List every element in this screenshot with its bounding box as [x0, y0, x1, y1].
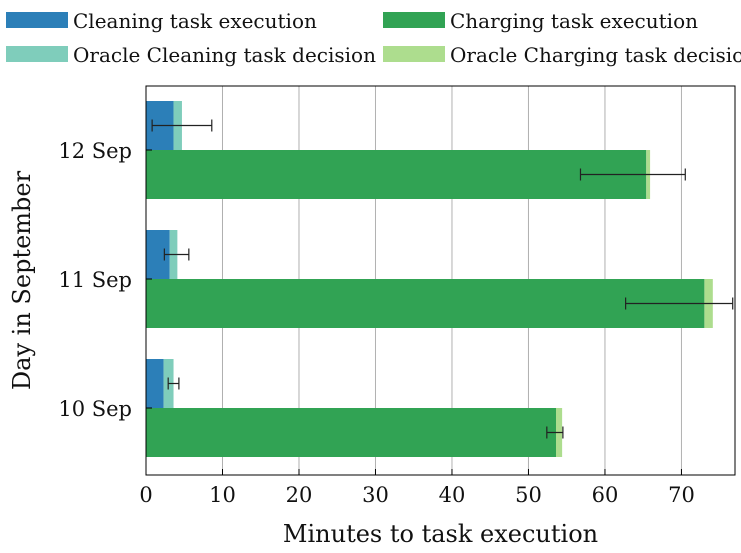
legend-label: Cleaning task execution — [73, 9, 317, 33]
x-tick-label: 0 — [139, 483, 152, 507]
bars — [146, 101, 713, 457]
bar-charging-task-execution — [146, 408, 557, 457]
bar-charging-task-execution — [146, 150, 647, 199]
legend-label: Oracle Charging task decision — [450, 43, 741, 67]
y-axis-ticks: 12 Sep 11 Sep 10 Sep — [58, 139, 152, 421]
legend-swatch — [6, 46, 68, 62]
legend-swatch — [383, 12, 445, 28]
bar-charging-task-execution — [146, 279, 705, 328]
x-tick-label: 60 — [592, 483, 619, 507]
x-tick-label: 30 — [362, 483, 389, 507]
x-tick-label: 10 — [209, 483, 236, 507]
bar-cleaning-task-execution — [146, 230, 170, 279]
bar-cleaning-task-execution — [146, 359, 164, 408]
legend-label: Charging task execution — [450, 9, 698, 33]
y-tick-label: 10 Sep — [58, 397, 132, 421]
legend-swatch — [6, 12, 68, 28]
x-tick-label: 40 — [439, 483, 466, 507]
x-tick-label: 50 — [515, 483, 542, 507]
legend: Cleaning task execution Charging task exe… — [6, 9, 741, 67]
y-tick-label: 11 Sep — [58, 268, 132, 292]
x-axis-ticks: 0 10 20 30 40 50 60 70 — [139, 469, 695, 507]
legend-swatch — [383, 46, 445, 62]
x-axis-label: Minutes to task execution — [283, 520, 598, 548]
error-bars — [151, 119, 734, 439]
legend-label: Oracle Cleaning task decision — [73, 43, 376, 67]
x-tick-label: 70 — [668, 483, 695, 507]
plot-frame — [145, 85, 736, 476]
y-tick-label: 12 Sep — [58, 139, 132, 163]
x-tick-label: 20 — [286, 483, 313, 507]
y-axis-label: Day in September — [8, 170, 36, 390]
